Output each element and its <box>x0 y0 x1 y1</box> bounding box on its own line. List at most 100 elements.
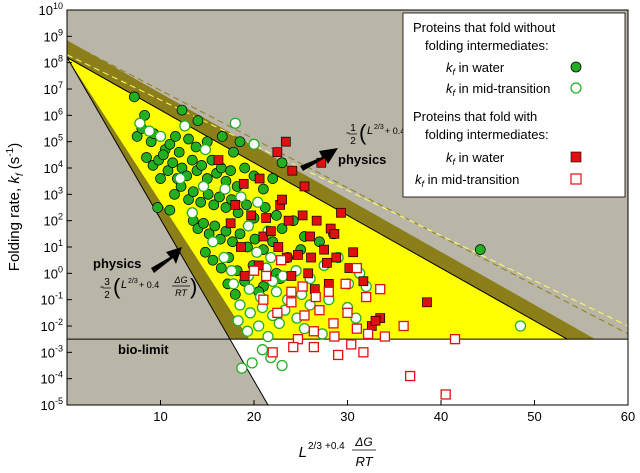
data-point-square-filled <box>422 297 432 308</box>
legend-marker-circle-open <box>570 82 582 94</box>
data-point-circle-filled <box>208 199 220 211</box>
y-tick-base: 10 <box>41 372 55 387</box>
legend-group2-title-2: folding intermediates: <box>425 127 549 142</box>
data-point-circle-filled <box>157 149 169 161</box>
y-tick-exp: 3 <box>58 185 63 195</box>
data-point-square-filled <box>230 200 241 210</box>
x-axis-label-exp: 2/3 <box>308 441 322 452</box>
data-point-square-filled <box>305 231 315 242</box>
y-tick-exp: -3 <box>55 343 63 353</box>
data-point-square-filled <box>303 268 314 279</box>
legend-text: in mid-transition <box>424 172 519 187</box>
data-point-circle-filled <box>227 236 238 248</box>
data-point-circle-filled <box>276 223 288 234</box>
legend-text: in water <box>455 150 505 165</box>
legend-marker-square-filled <box>570 151 582 163</box>
legend-sub: f <box>453 88 457 98</box>
x-tick-label: 50 <box>527 409 541 424</box>
lower-physics-band <box>67 57 250 340</box>
lower-formula-rt: RT <box>175 288 188 298</box>
x-axis-label: L 2/3 +0.4 ΔG RT <box>299 435 376 469</box>
data-point-square-filled <box>238 178 249 189</box>
data-point-circle-open <box>256 344 269 356</box>
legend-marker-circle-filled <box>570 61 582 73</box>
data-point-circle-filled <box>271 210 282 221</box>
x-tick-label: 10 <box>153 409 167 424</box>
data-point-circle-open <box>236 362 248 374</box>
data-point-square-filled <box>306 252 316 263</box>
data-point-square-filled <box>258 231 269 242</box>
y-tick-base: 10 <box>39 3 53 18</box>
y-tick-base: 10 <box>44 135 58 150</box>
data-point-square-filled <box>322 257 332 268</box>
data-point-square-open <box>314 305 325 316</box>
data-point-square-open <box>351 262 363 274</box>
data-point-square-filled <box>370 315 381 326</box>
lower-physics-annotation: physics - 3 2 ( L 2/3 + 0.4 ΔG RT ) <box>93 247 197 301</box>
data-point-circle-open <box>197 180 210 193</box>
y-axis-label: Folding rate, kf (s-1) <box>5 143 26 271</box>
data-point-square-open <box>308 326 319 337</box>
legend-item-water-2: kf in water <box>446 150 505 167</box>
y-tick-exp: 8 <box>58 54 63 64</box>
data-point-square-filled <box>236 242 246 252</box>
y-tick-exp: 4 <box>58 159 63 169</box>
legend-group1-title-1: Proteins that fold without <box>413 20 556 35</box>
y-tick-exp: 6 <box>58 106 63 116</box>
y-tick-label: 10-2 <box>41 317 63 334</box>
data-point-square-open <box>351 323 363 334</box>
lower-formula-exp: 2/3 <box>128 278 138 285</box>
data-point-circle-filled <box>187 186 199 198</box>
y-tick-label: 10-4 <box>41 370 63 387</box>
data-point-circle-filled <box>176 104 188 116</box>
legend-var: k <box>446 81 454 96</box>
y-tick-exp: 5 <box>58 133 63 143</box>
x-axis: 10 20 30 40 50 60 <box>153 400 635 424</box>
data-point-square-open <box>362 328 374 340</box>
y-tick-label: 109 <box>44 27 63 44</box>
y-tick-exp: -4 <box>55 370 63 380</box>
data-point-circle-open <box>219 183 231 195</box>
data-point-square-open <box>286 297 297 308</box>
data-point-circle-open <box>234 299 246 311</box>
data-point-circle-filled <box>259 202 271 213</box>
upper-formula-num: 1 <box>350 123 356 134</box>
y-tick-exp: -2 <box>55 317 63 327</box>
data-point-circle-filled <box>216 131 228 142</box>
legend-var: k <box>446 60 454 75</box>
legend-marker-square-open <box>570 173 582 185</box>
x-tick-label: 20 <box>247 409 261 424</box>
data-point-circle-open <box>298 322 311 335</box>
y-tick-exp: 2 <box>58 212 63 222</box>
data-point-circle-open <box>242 220 255 232</box>
data-point-square-filled <box>254 173 265 184</box>
data-point-circle-open <box>143 125 155 137</box>
data-point-circle-filled <box>239 162 250 174</box>
data-point-square-open <box>398 320 409 332</box>
lower-formula-L: L <box>121 279 127 291</box>
y-tick-exp: 10 <box>53 1 63 11</box>
data-point-square-filled <box>213 155 224 165</box>
x-axis-label-plus: +0.4 <box>325 441 345 452</box>
data-point-circle-open <box>134 117 146 129</box>
y-tick-label: 10-1 <box>41 291 63 308</box>
y-tick-exp: 7 <box>58 80 63 90</box>
data-point-square-filled <box>331 252 342 263</box>
data-point-square-open <box>440 389 451 400</box>
y-tick-label: 1010 <box>39 1 63 18</box>
lower-formula-minus: - <box>100 279 104 293</box>
data-point-circle-filled <box>267 173 279 184</box>
data-point-circle-filled <box>170 131 181 142</box>
data-point-circle-filled <box>162 165 174 176</box>
data-point-square-filled <box>336 207 346 218</box>
data-point-square-open <box>361 291 372 303</box>
data-point-square-open <box>272 307 283 318</box>
data-points <box>128 91 527 400</box>
data-point-circle-filled <box>164 204 176 216</box>
data-point-circle-open <box>186 207 198 219</box>
y-tick-exp: 1 <box>58 238 63 248</box>
data-point-square-filled <box>358 276 369 287</box>
data-point-circle-open <box>207 236 219 248</box>
data-point-circle-open <box>304 299 316 311</box>
